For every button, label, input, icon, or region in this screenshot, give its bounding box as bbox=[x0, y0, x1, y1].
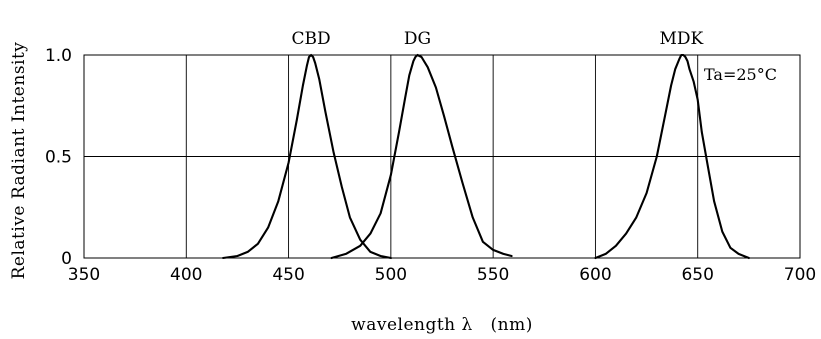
series-labels: CBD DG MDK bbox=[292, 29, 704, 49]
y-tick-label: 1.0 bbox=[45, 46, 72, 66]
y-tick-label: 0 bbox=[61, 249, 72, 269]
x-tick-label: 500 bbox=[375, 265, 407, 285]
series-curve-mdk bbox=[594, 53, 750, 260]
series-curves bbox=[222, 53, 750, 260]
y-axis-label: Relative Radiant Intensity bbox=[9, 42, 29, 280]
grid bbox=[84, 55, 800, 258]
x-tick-label: 700 bbox=[784, 265, 816, 285]
series-label-cbd: CBD bbox=[292, 29, 331, 49]
x-axis-label: wavelength λ (nm) bbox=[351, 315, 533, 335]
x-tick-label: 650 bbox=[681, 265, 713, 285]
x-tick-label: 400 bbox=[170, 265, 202, 285]
y-tick-label: 0.5 bbox=[45, 148, 72, 168]
x-tick-label: 350 bbox=[68, 265, 100, 285]
x-tick-label: 550 bbox=[477, 265, 509, 285]
tick-labels: 350 400 450 500 550 600 650 700 0 0.5 1.0 bbox=[45, 46, 816, 285]
temperature-annotation: Ta=25°C bbox=[704, 65, 777, 84]
x-tick-label: 450 bbox=[272, 265, 304, 285]
x-tick-label: 600 bbox=[579, 265, 611, 285]
series-curve-cbd bbox=[222, 53, 392, 260]
series-label-mdk: MDK bbox=[659, 29, 703, 49]
plot-frame bbox=[83, 54, 801, 259]
series-label-dg: DG bbox=[404, 29, 431, 49]
series-curve-dg bbox=[330, 53, 513, 260]
